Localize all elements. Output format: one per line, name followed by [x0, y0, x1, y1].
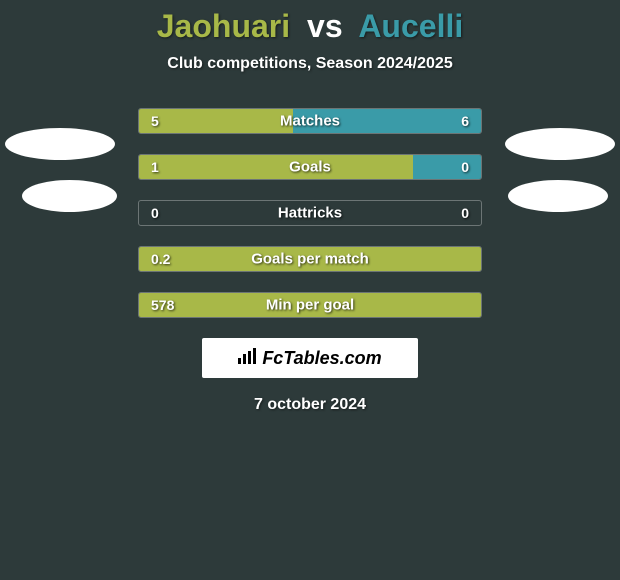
stat-row: 1 Goals 0: [138, 154, 482, 180]
page-title: Jaohuari vs Aucelli: [0, 8, 620, 45]
subtitle: Club competitions, Season 2024/2025: [0, 55, 620, 73]
team2-logo-2: [508, 180, 608, 212]
stat-label: Min per goal: [266, 297, 354, 314]
stat-label: Matches: [280, 113, 340, 130]
bar-left: [139, 155, 413, 179]
player2-name: Aucelli: [358, 8, 463, 44]
stat-label: Goals: [289, 159, 331, 176]
stat-bars: 5 Matches 6 1 Goals 0 0 Hattricks 0: [138, 108, 482, 318]
stat-value-right: 6: [461, 113, 469, 129]
chart-icon: [238, 348, 258, 369]
player1-name: Jaohuari: [157, 8, 290, 44]
footer-logo-text: FcTables.com: [262, 348, 381, 369]
date: 7 october 2024: [0, 396, 620, 414]
team1-logo-1: [5, 128, 115, 160]
bar-right: [413, 155, 481, 179]
stats-area: 5 Matches 6 1 Goals 0 0 Hattricks 0: [0, 108, 620, 318]
stat-row: 0.2 Goals per match: [138, 246, 482, 272]
team2-logo-1: [505, 128, 615, 160]
stat-value-left: 0: [151, 205, 159, 221]
comparison-container: Jaohuari vs Aucelli Club competitions, S…: [0, 0, 620, 414]
stat-value-right: 0: [461, 205, 469, 221]
stat-label: Goals per match: [251, 251, 369, 268]
stat-value-right: 0: [461, 159, 469, 175]
bar-left: [139, 109, 293, 133]
stat-value-left: 5: [151, 113, 159, 129]
stat-value-left: 0.2: [151, 251, 170, 267]
stat-row: 578 Min per goal: [138, 292, 482, 318]
stat-value-left: 1: [151, 159, 159, 175]
vs-text: vs: [307, 8, 343, 44]
stat-row: 0 Hattricks 0: [138, 200, 482, 226]
stat-value-left: 578: [151, 297, 174, 313]
footer-logo[interactable]: FcTables.com: [202, 338, 418, 378]
team1-logo-2: [22, 180, 117, 212]
stat-row: 5 Matches 6: [138, 108, 482, 134]
stat-label: Hattricks: [278, 205, 342, 222]
